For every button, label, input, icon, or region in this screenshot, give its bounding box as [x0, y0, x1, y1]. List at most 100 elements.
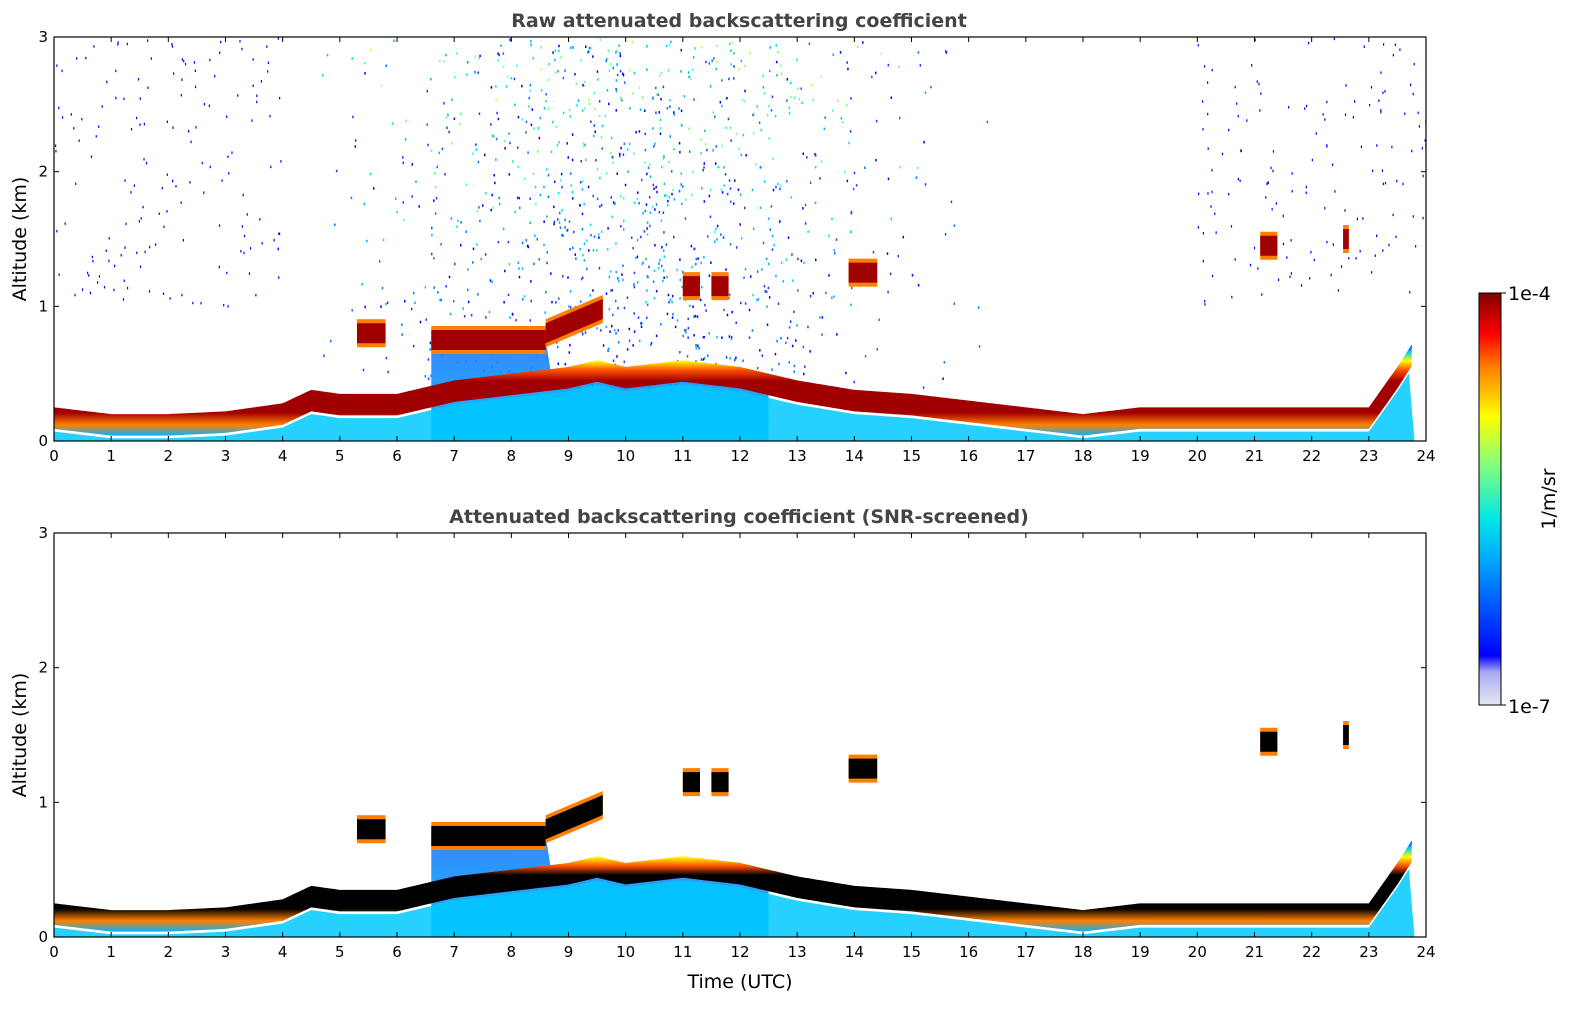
noise-pixel	[536, 150, 539, 153]
noise-pixel	[685, 198, 687, 201]
noise-pixel	[555, 125, 558, 129]
noise-pixel	[953, 302, 956, 305]
noise-pixel	[586, 267, 588, 271]
noise-pixel	[684, 329, 686, 332]
noise-pixel	[716, 224, 719, 228]
noise-pixel	[467, 268, 469, 271]
noise-pixel	[227, 305, 229, 308]
noise-pixel	[537, 127, 540, 130]
noise-pixel	[944, 50, 947, 53]
noise-pixel	[270, 165, 272, 169]
noise-pixel	[600, 230, 603, 233]
noise-pixel	[695, 360, 697, 363]
noise-pixel	[637, 191, 639, 194]
noise-pixel	[335, 169, 338, 173]
noise-pixel	[124, 246, 126, 249]
noise-pixel	[672, 312, 674, 316]
noise-pixel	[551, 300, 553, 304]
noise-pixel	[1348, 257, 1350, 260]
noise-pixel	[507, 293, 510, 297]
noise-pixel	[701, 45, 703, 49]
noise-pixel	[523, 295, 526, 298]
noise-pixel	[609, 270, 612, 273]
noise-pixel	[682, 185, 684, 188]
noise-pixel	[924, 91, 927, 94]
noise-pixel	[553, 220, 556, 224]
x-axis-ticks: 0 1 2 3 4 5 6 7 8 9 10 11 12 13 14 15 16 17 18 19 20 21 22 23 24	[49, 37, 1436, 465]
noise-pixel	[243, 251, 245, 255]
cloud-layer	[848, 262, 878, 283]
noise-pixel	[646, 68, 648, 71]
noise-pixel	[455, 52, 458, 55]
noise-pixel	[497, 240, 500, 244]
noise-pixel	[607, 248, 609, 251]
surface-layer-fill	[54, 869, 1415, 937]
noise-pixel	[693, 247, 695, 251]
x-tick-label: 5	[335, 447, 345, 465]
noise-pixel	[719, 100, 722, 104]
noise-pixel	[669, 298, 672, 302]
noise-pixel	[652, 98, 654, 101]
x-tick-label: 8	[507, 943, 517, 961]
noise-pixel	[659, 127, 662, 130]
noise-pixel	[708, 332, 711, 335]
noise-pixel	[739, 223, 741, 226]
noise-pixel	[1211, 190, 1213, 194]
noise-pixel	[772, 157, 774, 161]
noise-pixel	[623, 219, 625, 223]
noise-pixel	[203, 103, 205, 106]
noise-pixel	[539, 116, 541, 120]
noise-pixel	[886, 252, 889, 255]
noise-pixel	[532, 172, 535, 176]
noise-pixel	[580, 160, 583, 163]
noise-pixel	[1271, 207, 1273, 211]
noise-pixel	[601, 124, 604, 128]
noise-pixel	[752, 112, 755, 116]
noise-pixel	[1380, 110, 1382, 114]
noise-pixel	[819, 316, 821, 319]
noise-pixel	[797, 289, 799, 292]
noise-pixel	[1424, 139, 1426, 142]
noise-pixel	[105, 249, 107, 253]
noise-pixel	[898, 65, 901, 69]
noise-pixel	[529, 83, 532, 87]
noise-pixel	[732, 202, 735, 205]
noise-pixel	[490, 123, 492, 126]
noise-pixel	[788, 361, 791, 364]
noise-pixel	[1331, 163, 1334, 166]
noise-pixel	[1272, 150, 1275, 153]
noise-pixel	[571, 190, 574, 194]
noise-pixel	[714, 162, 717, 165]
noise-pixel	[582, 142, 585, 145]
noise-pixel	[498, 202, 501, 206]
noise-pixel	[655, 86, 657, 90]
noise-pixel	[1265, 196, 1267, 199]
x-tick-label: 5	[335, 943, 345, 961]
noise-pixel	[514, 210, 516, 214]
noise-pixel	[638, 130, 641, 133]
noise-pixel	[92, 260, 94, 263]
noise-pixel	[200, 301, 202, 305]
noise-pixel	[651, 205, 654, 208]
noise-pixel	[517, 261, 519, 265]
noise-pixel	[668, 160, 670, 164]
noise-pixel	[616, 73, 619, 77]
noise-pixel	[1330, 273, 1332, 277]
noise-pixel	[944, 233, 947, 236]
noise-pixel	[334, 223, 336, 227]
noise-pixel	[439, 59, 441, 63]
noise-pixel	[579, 300, 582, 303]
noise-pixel	[143, 122, 145, 126]
x-tick-label: 16	[959, 447, 978, 465]
noise-pixel	[378, 260, 381, 263]
noise-pixel	[728, 293, 731, 296]
noise-pixel	[786, 179, 788, 183]
noise-pixel	[780, 261, 783, 265]
noise-pixel	[663, 231, 665, 234]
noise-pixel	[1309, 277, 1311, 280]
noise-pixel	[489, 279, 492, 282]
noise-pixel	[611, 324, 613, 328]
noise-pixel	[737, 188, 740, 191]
noise-pixel	[717, 165, 720, 169]
noise-pixel	[1404, 112, 1406, 115]
